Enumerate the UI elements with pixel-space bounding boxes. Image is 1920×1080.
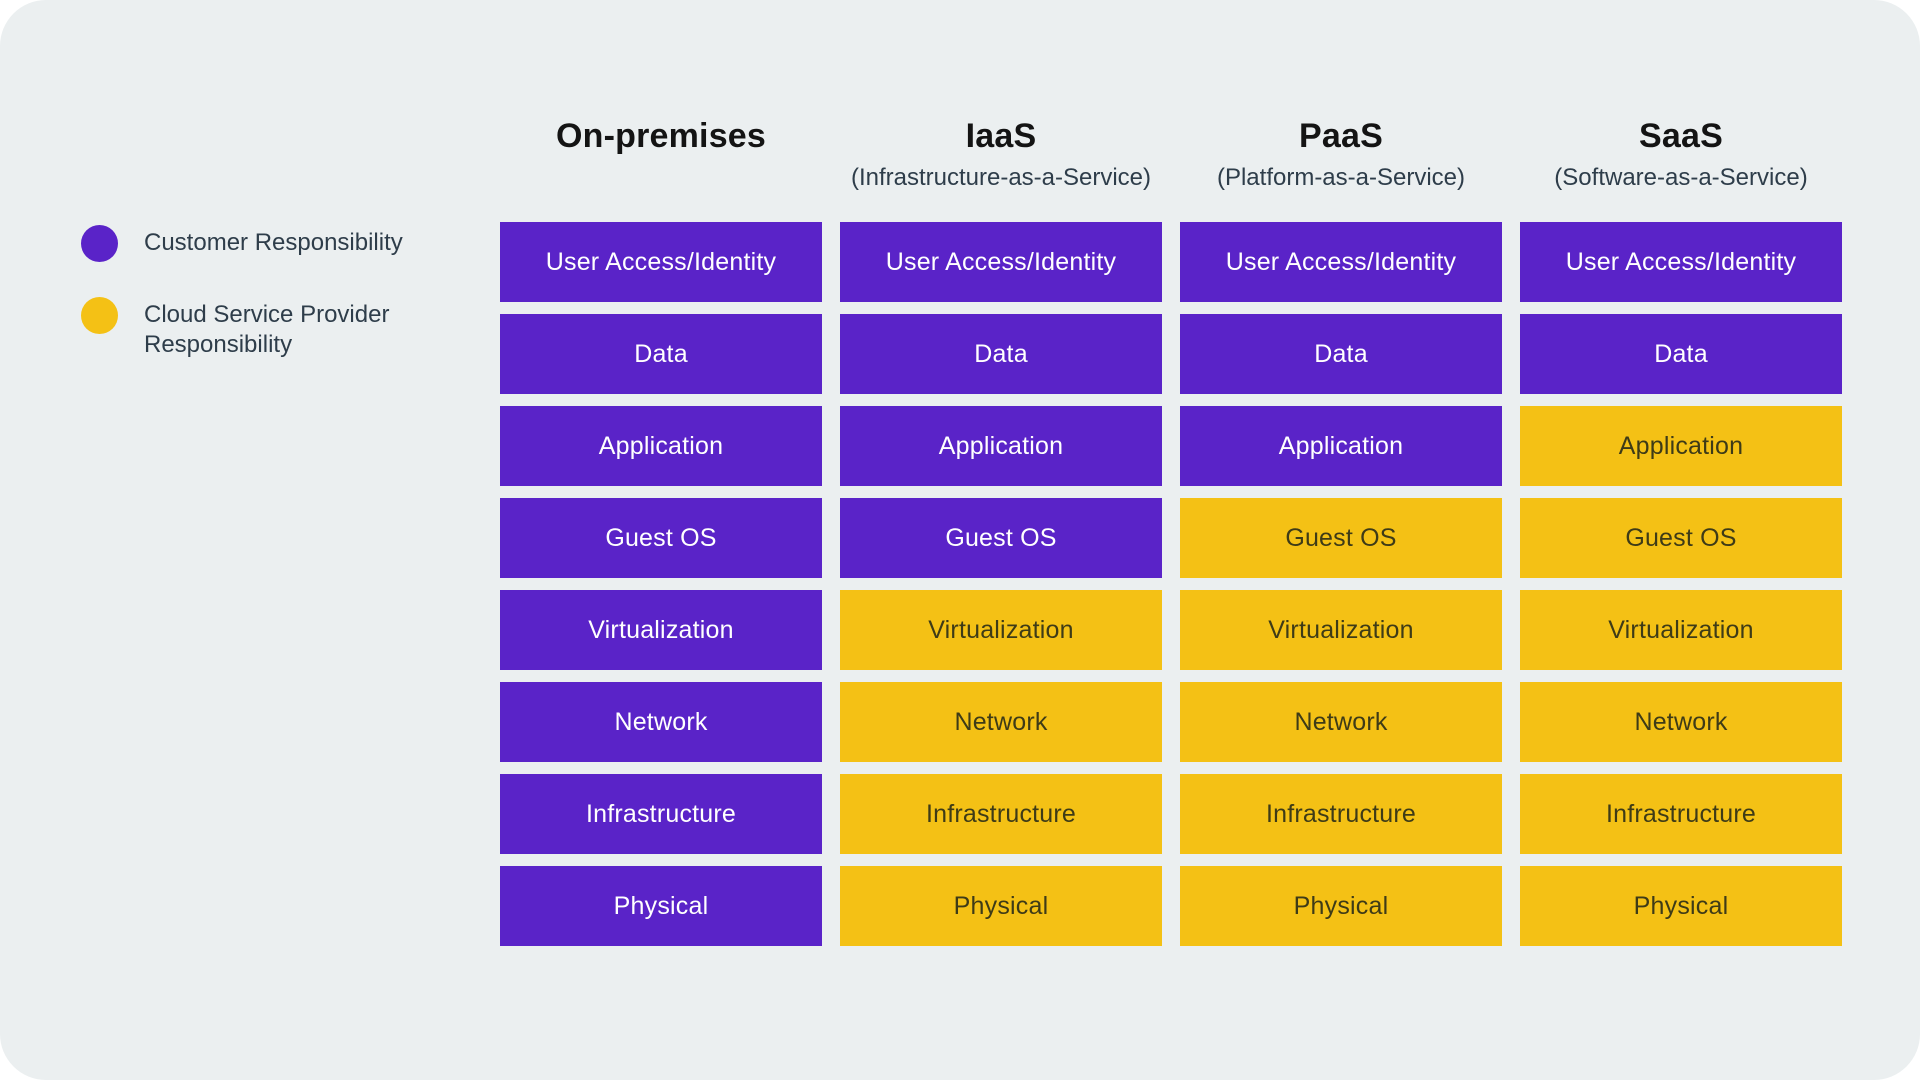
cell-paas-physical: Physical bbox=[1180, 866, 1502, 946]
cell-on-premises-application: Application bbox=[500, 406, 822, 486]
cell-on-premises-data: Data bbox=[500, 314, 822, 394]
column-header: PaaS (Platform-as-a-Service) bbox=[1180, 100, 1502, 222]
legend: Customer Responsibility Cloud Service Pro… bbox=[81, 225, 424, 360]
cell-iaas-virtualization: Virtualization bbox=[840, 590, 1162, 670]
column-title: IaaS bbox=[965, 117, 1037, 155]
cell-iaas-user-access-identity: User Access/Identity bbox=[840, 222, 1162, 302]
cell-saas-data: Data bbox=[1520, 314, 1842, 394]
cell-iaas-physical: Physical bbox=[840, 866, 1162, 946]
column-saas: SaaS (Software-as-a-Service) User Access/I… bbox=[1520, 100, 1842, 946]
column-cells: User Access/Identity Data Application Guest… bbox=[1520, 222, 1842, 946]
cell-iaas-infrastructure: Infrastructure bbox=[840, 774, 1162, 854]
column-header: SaaS (Software-as-a-Service) bbox=[1520, 100, 1842, 222]
cell-paas-guest-os: Guest OS bbox=[1180, 498, 1502, 578]
cell-iaas-data: Data bbox=[840, 314, 1162, 394]
cell-saas-network: Network bbox=[1520, 682, 1842, 762]
cell-on-premises-virtualization: Virtualization bbox=[500, 590, 822, 670]
cell-paas-network: Network bbox=[1180, 682, 1502, 762]
column-on-premises: On-premises User Access/Identity Data Appli… bbox=[500, 100, 822, 946]
cell-saas-virtualization: Virtualization bbox=[1520, 590, 1842, 670]
cell-paas-application: Application bbox=[1180, 406, 1502, 486]
legend-label: Cloud Service Provider Responsibility bbox=[144, 301, 390, 358]
cell-iaas-application: Application bbox=[840, 406, 1162, 486]
column-cells: User Access/Identity Data Application Guest… bbox=[500, 222, 822, 946]
cell-paas-virtualization: Virtualization bbox=[1180, 590, 1502, 670]
column-subtitle: (Software-as-a-Service) bbox=[1554, 164, 1808, 191]
column-header: On-premises bbox=[500, 100, 822, 222]
cell-on-premises-guest-os: Guest OS bbox=[500, 498, 822, 578]
provider-responsibility-dot-icon bbox=[81, 297, 118, 334]
cell-paas-infrastructure: Infrastructure bbox=[1180, 774, 1502, 854]
cell-on-premises-infrastructure: Infrastructure bbox=[500, 774, 822, 854]
cell-iaas-network: Network bbox=[840, 682, 1162, 762]
legend-label: Customer Responsibility bbox=[144, 229, 403, 256]
cell-saas-application: Application bbox=[1520, 406, 1842, 486]
column-header: IaaS (Infrastructure-as-a-Service) bbox=[840, 100, 1162, 222]
cell-saas-infrastructure: Infrastructure bbox=[1520, 774, 1842, 854]
column-title: On-premises bbox=[555, 117, 767, 155]
column-title: PaaS bbox=[1299, 117, 1383, 155]
column-cells: User Access/Identity Data Application Guest… bbox=[1180, 222, 1502, 946]
legend-item-cloud-service-provider-responsibility: Cloud Service Provider Responsibility bbox=[81, 297, 424, 360]
column-title: SaaS bbox=[1639, 117, 1723, 155]
cell-on-premises-physical: Physical bbox=[500, 866, 822, 946]
cell-on-premises-user-access-identity: User Access/Identity bbox=[500, 222, 822, 302]
cell-saas-guest-os: Guest OS bbox=[1520, 498, 1842, 578]
legend-item-customer-responsibility: Customer Responsibility bbox=[81, 225, 424, 262]
column-iaas: IaaS (Infrastructure-as-a-Service) User Ac… bbox=[840, 100, 1162, 946]
cell-paas-data: Data bbox=[1180, 314, 1502, 394]
column-paas: PaaS (Platform-as-a-Service) User Access/I… bbox=[1180, 100, 1502, 946]
cell-saas-physical: Physical bbox=[1520, 866, 1842, 946]
responsibility-matrix: On-premises User Access/Identity Data Appli… bbox=[500, 100, 1842, 946]
cell-iaas-guest-os: Guest OS bbox=[840, 498, 1162, 578]
cell-saas-user-access-identity: User Access/Identity bbox=[1520, 222, 1842, 302]
cell-on-premises-network: Network bbox=[500, 682, 822, 762]
customer-responsibility-dot-icon bbox=[81, 225, 118, 262]
column-subtitle: (Platform-as-a-Service) bbox=[1216, 164, 1466, 191]
column-cells: User Access/Identity Data Application Guest… bbox=[840, 222, 1162, 946]
cell-paas-user-access-identity: User Access/Identity bbox=[1180, 222, 1502, 302]
column-subtitle: (Infrastructure-as-a-Service) bbox=[850, 164, 1152, 191]
